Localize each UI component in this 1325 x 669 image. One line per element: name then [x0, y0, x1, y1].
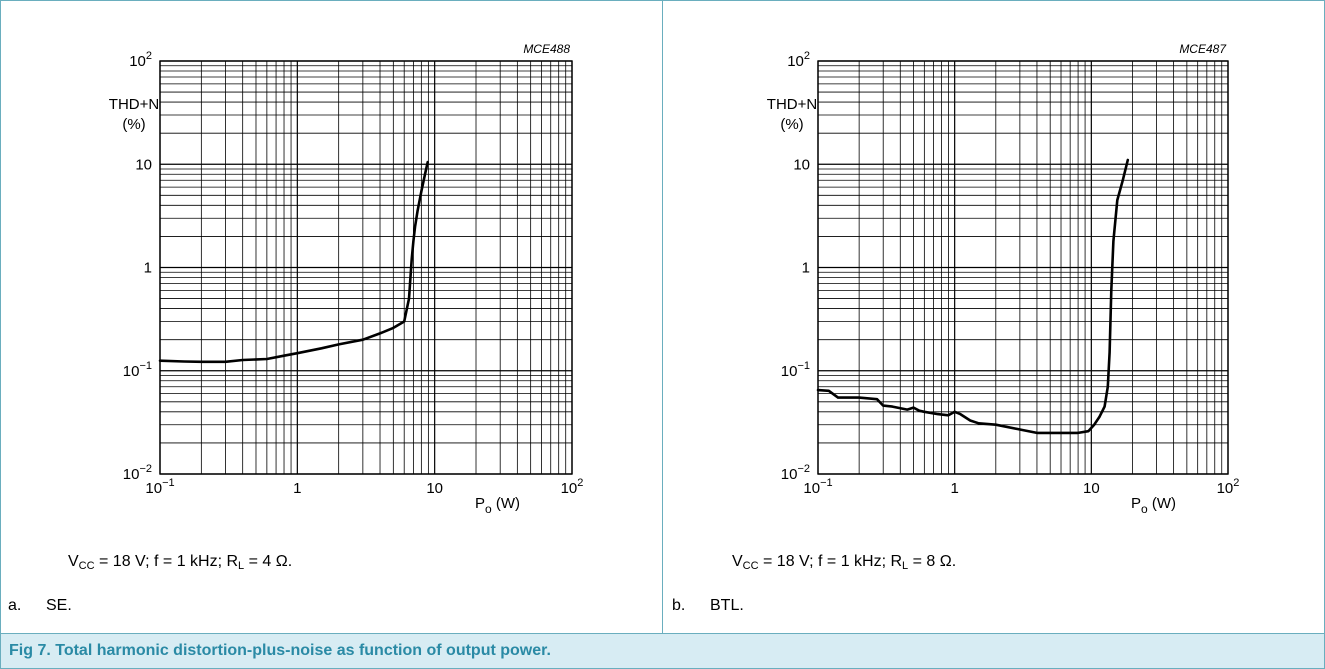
subfigure-label-left: a. SE.	[8, 597, 72, 615]
subfigure-title: SE.	[46, 597, 72, 614]
y-axis-label: (%)	[122, 116, 145, 133]
conditions-right: VCC = 18 V; f = 1 kHz; RL = 8 Ω.	[732, 553, 957, 572]
x-tick-label: 1	[950, 480, 958, 497]
chart-code-label: MCE488	[523, 42, 570, 56]
tick-base: 10	[1217, 480, 1234, 497]
subfigure-tag: b.	[672, 597, 686, 614]
y-tick-label: 10	[793, 156, 810, 173]
tick-base: 10	[781, 363, 798, 380]
x-tick-label: 10	[426, 480, 443, 497]
x-axis-label: Po (W)	[475, 495, 520, 516]
y-tick-label: 1	[144, 260, 152, 277]
tick-exponent: −2	[797, 463, 810, 475]
subfigure-label-right: b. BTL.	[672, 597, 744, 615]
conditions-left: VCC = 18 V; f = 1 kHz; RL = 4 Ω.	[68, 553, 293, 572]
series-line	[816, 158, 1130, 435]
x-tick-label: 10	[1083, 480, 1100, 497]
tick-base: 10	[129, 53, 146, 70]
subfigure-title: BTL.	[710, 597, 744, 614]
x-tick-label: 102	[1217, 477, 1240, 497]
x-tick-label: 10−1	[803, 477, 832, 497]
tick-exponent: −1	[820, 477, 833, 489]
y-axis-label: THD+N	[767, 96, 817, 113]
x-tick-label: 1	[293, 480, 301, 497]
x-axis-label-sub: o	[485, 502, 492, 516]
figure-caption: Fig 7. Total harmonic distortion-plus-no…	[9, 642, 551, 659]
y-axis-label: (%)	[780, 116, 803, 133]
tick-exponent: 2	[577, 477, 583, 489]
tick-exponent: −1	[139, 360, 152, 372]
y-tick-label: 10−1	[123, 360, 152, 380]
x-tick-label: 10−1	[145, 477, 174, 497]
tick-base: 10	[123, 466, 140, 483]
y-tick-label: 102	[129, 50, 152, 70]
y-tick-label: 10−2	[781, 463, 810, 483]
x-axis-label-unit: (W)	[1148, 495, 1176, 512]
plot-frame	[817, 60, 1229, 475]
tick-base: 10	[561, 480, 578, 497]
tick-exponent: −1	[162, 477, 175, 489]
panel-divider	[662, 0, 663, 633]
y-tick-label: 10	[135, 156, 152, 173]
x-axis-label-main: P	[475, 495, 485, 512]
tick-base: 10	[787, 53, 804, 70]
tick-exponent: −2	[139, 463, 152, 475]
x-axis-label-sub: o	[1141, 502, 1148, 516]
series-line	[158, 160, 430, 364]
x-tick-label: 102	[561, 477, 584, 497]
tick-base: 10	[781, 466, 798, 483]
tick-base: 10	[145, 480, 162, 497]
subfigure-tag: a.	[8, 597, 22, 614]
y-tick-label: 102	[787, 50, 810, 70]
x-axis-label-unit: (W)	[492, 495, 520, 512]
y-tick-label: 1	[802, 260, 810, 277]
tick-exponent: 2	[804, 50, 810, 62]
x-axis-label: Po (W)	[1131, 495, 1176, 516]
tick-exponent: −1	[797, 360, 810, 372]
y-tick-label: 10−2	[123, 463, 152, 483]
plot-frame	[159, 60, 573, 475]
tick-exponent: 2	[146, 50, 152, 62]
figure-caption-bar: Fig 7. Total harmonic distortion-plus-no…	[1, 634, 1324, 668]
tick-base: 10	[803, 480, 820, 497]
y-axis-label: THD+N	[109, 96, 159, 113]
y-tick-label: 10−1	[781, 360, 810, 380]
x-axis-label-main: P	[1131, 495, 1141, 512]
caption-divider	[0, 633, 1325, 634]
tick-base: 10	[123, 363, 140, 380]
tick-exponent: 2	[1233, 477, 1239, 489]
chart-code-label: MCE487	[1179, 42, 1227, 56]
